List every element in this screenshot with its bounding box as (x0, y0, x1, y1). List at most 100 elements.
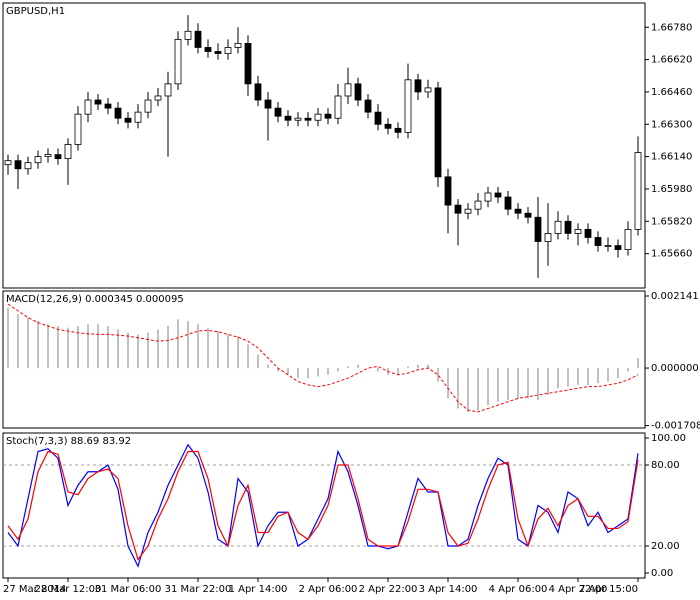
y-tick-label: 0.00 (651, 568, 673, 579)
x-tick-label: 2 Apr 06:00 (299, 584, 358, 595)
candle-body (384, 123, 392, 129)
y-tick-label: 1.66460 (651, 87, 692, 98)
candle-body (304, 117, 312, 121)
stoch-line (7, 450, 639, 561)
candle-body (554, 220, 562, 234)
candle-body (224, 47, 232, 54)
plot-layer: GBPUSD,H1 1.66780 1.66620 1.66460 1.66300 1.6… (3, 6, 700, 595)
candle-body (194, 30, 202, 48)
x-tick-label: 3 Apr 14:00 (419, 584, 478, 595)
candle-body (394, 127, 402, 133)
candle-body (624, 228, 632, 250)
candle-body (4, 160, 12, 166)
candle-body (474, 200, 482, 210)
candle-body (334, 95, 342, 119)
y-tick-label: 1.65660 (651, 249, 692, 260)
candle-body (144, 99, 152, 113)
candle-body (114, 107, 122, 119)
candle-body (614, 245, 622, 250)
signal-line (7, 303, 639, 413)
x-tick-label: 7 Apr 15:00 (579, 584, 638, 595)
y-tick-label: 1.65980 (651, 184, 692, 195)
candle-body (14, 160, 22, 170)
panel-title: Stoch(7,3,3) 88.69 83.92 (6, 436, 131, 447)
candle-body (24, 162, 32, 170)
x-tick-label: 2 Apr 22:00 (359, 584, 418, 595)
candle-body (404, 79, 412, 133)
candle-body (164, 83, 172, 97)
candle-body (264, 99, 272, 109)
panel-title: MACD(12,26,9) 0.000345 0.000095 (6, 294, 184, 305)
x-tick-label: 1 Apr 14:00 (229, 584, 288, 595)
candle-body (174, 38, 182, 85)
y-tick-label: 20.00 (651, 541, 680, 552)
candle-body (494, 192, 502, 198)
stoch-line (7, 443, 639, 568)
candle-body (234, 43, 242, 48)
candle-body (354, 83, 362, 101)
candle-body (204, 47, 212, 52)
x-tick-label: 27 Mar 2014 (3, 584, 66, 595)
candle-body (104, 103, 112, 109)
candle-body (424, 87, 432, 93)
candle-body (414, 79, 422, 93)
candle-body (604, 245, 612, 247)
y-tick-label: 1.66300 (651, 119, 692, 130)
candle-body (214, 51, 222, 54)
x-tick-label: 31 Mar 22:00 (165, 584, 232, 595)
y-tick-label: 0.002141 (651, 291, 699, 302)
candle-body (484, 192, 492, 202)
candle-body (154, 95, 162, 101)
y-tick-label: 1.66780 (651, 22, 692, 33)
candle-body (314, 113, 322, 121)
candle-body (374, 111, 382, 125)
y-tick-label: 1.66140 (651, 152, 692, 163)
y-tick-label: 80.00 (651, 460, 680, 471)
candle-body (514, 208, 522, 214)
candle-body (324, 113, 332, 119)
candle-body (34, 156, 42, 164)
candle-body (64, 144, 72, 160)
x-tick-label: 4 Apr 06:00 (489, 584, 548, 595)
candle-body (524, 212, 532, 218)
price-panel (2, 2, 646, 289)
candle-body (434, 87, 442, 178)
candle-body (584, 228, 592, 238)
x-tick-label: 31 Mar 06:00 (95, 584, 162, 595)
candle-body (574, 228, 582, 234)
candle-body (54, 154, 62, 160)
y-tick-label: 0.000000 (651, 363, 699, 374)
candle-body (594, 237, 602, 246)
y-tick-label: 1.65820 (651, 216, 692, 227)
x-tick-label: 28 Mar 12:00 (35, 584, 102, 595)
candle-body (74, 113, 82, 145)
x-tick-label: 4 Apr 22:00 (549, 584, 608, 595)
candle-body (294, 117, 302, 121)
candle-body (544, 233, 552, 242)
macd-panel (2, 290, 646, 429)
candle-body (84, 99, 92, 115)
candle-body (464, 208, 472, 214)
candle-body (44, 154, 52, 158)
y-tick-label: -0.001708 (651, 421, 700, 432)
candle-body (94, 99, 102, 105)
candle-body (184, 30, 192, 40)
candle-body (534, 216, 542, 242)
candle-body (274, 107, 282, 117)
panel-title: GBPUSD,H1 (6, 6, 65, 17)
candle-body (244, 43, 252, 85)
candle-body (634, 152, 642, 230)
candle-body (444, 176, 452, 206)
candle-body (364, 99, 372, 113)
candle-body (134, 111, 142, 123)
candle-body (504, 196, 512, 210)
candle-body (124, 117, 132, 123)
candle-body (284, 115, 292, 121)
candle-body (564, 220, 572, 234)
candle-body (454, 204, 462, 214)
y-tick-label: 1.66620 (651, 55, 692, 66)
candle-body (344, 83, 352, 97)
y-tick-label: 100.00 (651, 433, 686, 444)
